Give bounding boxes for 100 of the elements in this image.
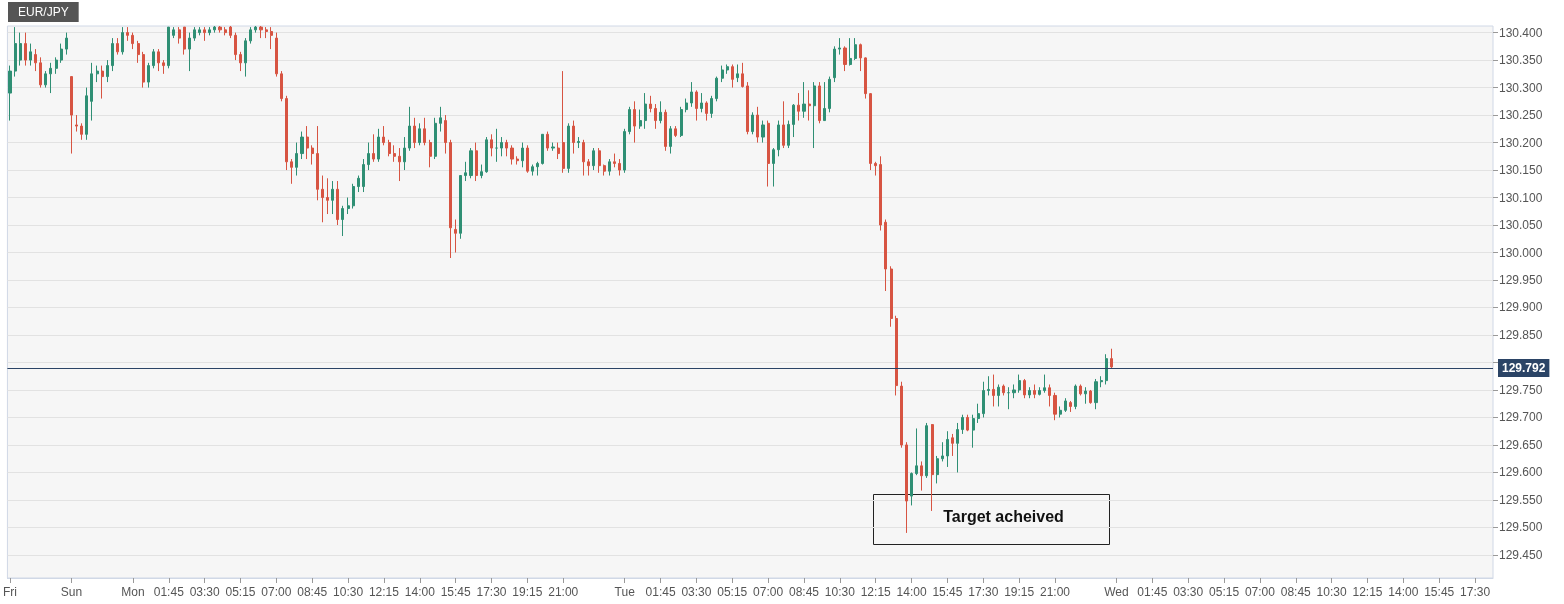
candlestick [306,125,309,160]
x-tick-label: 08:45 [1280,585,1312,599]
candlestick [516,155,519,166]
candlestick [90,62,93,122]
candlestick [326,177,329,215]
candlestick [628,106,631,135]
candlestick [49,62,52,94]
candlestick [925,422,928,479]
candlestick [982,381,985,418]
x-tick-label: 12:15 [860,585,892,599]
candlestick [203,26,206,42]
candlestick [972,414,975,449]
x-tick-label: 07:00 [1244,585,1276,599]
candlestick [372,133,375,163]
candlestick [510,144,514,166]
candlestick [859,43,862,72]
y-tick-label: 129.650 [1499,437,1543,452]
y-tick-label: 129.600 [1499,465,1543,480]
x-tick-label: 01:45 [1137,585,1168,599]
candlestick [613,153,616,168]
candlestick [849,37,852,67]
x-tick-label: 01:45 [153,585,185,599]
candlestick [259,25,263,39]
candlestick [961,414,964,435]
candlestick [485,136,488,174]
x-tick-label: Mon [121,585,145,599]
x-tick-label: 03:30 [189,585,220,599]
candlestick [459,175,462,240]
candlestick [669,125,672,155]
candlestick [1053,392,1057,421]
candlestick [680,106,683,138]
candlestick [741,62,744,89]
candlestick [1018,374,1021,394]
candlestick [341,205,344,237]
candlestick [469,147,473,179]
candlestick [357,175,360,193]
candlestick [121,26,124,56]
x-tick-label: 08:45 [297,585,328,599]
candlestick [213,25,216,34]
candlestick [1048,383,1051,407]
candlestick [39,56,42,89]
candlestick [285,95,288,171]
x-tick-label: 03:30 [1173,585,1204,599]
candlestick [828,76,831,113]
x-tick-label: Tue [614,585,636,599]
candlestick [572,120,575,155]
candlestick [884,219,887,292]
candlestick [997,383,1000,407]
x-tick-label: 17:30 [968,585,999,599]
y-tick-label: 130.150 [1499,163,1543,178]
candlestick [864,56,867,100]
candlestick [183,26,186,56]
x-tick-label: 14:00 [896,585,927,599]
candlestick [254,25,257,34]
candlestick [1023,378,1026,399]
y-tick-label: 129.900 [1499,300,1543,315]
candlestick [1002,383,1005,396]
candlestick [239,51,242,72]
candlestick [562,70,565,174]
candlestick [403,136,406,171]
candlestick [756,106,759,144]
x-tick-label: 12:15 [1352,585,1383,599]
x-tick-label: Fri [2,585,17,599]
candlestick [797,92,800,122]
candlestick [280,70,283,102]
candlestick [80,122,83,141]
candlestick [736,63,739,83]
candlestick [802,81,806,119]
candlestick [838,37,841,56]
candlestick [336,180,339,226]
y-tick-label: 130.250 [1499,108,1543,123]
candlestick [505,139,508,157]
candlestick [654,103,657,130]
candlestick [618,158,621,177]
candlestick [1028,386,1031,399]
candlestick [920,460,923,492]
candlestick [649,95,652,113]
x-tick-label: 21:00 [548,585,579,599]
candlestick [772,147,775,188]
candlestick [787,120,790,149]
candlestick [449,139,452,259]
candlestick [587,158,590,177]
candlestick [413,117,416,149]
candlestick [731,63,734,89]
x-tick-label: 19:15 [512,585,543,599]
candlestick [710,95,713,119]
x-tick-label: 05:15 [225,585,256,599]
x-tick-label: 12:15 [368,585,400,599]
candlestick [966,414,969,432]
x-tick-label: 05:15 [1209,585,1240,599]
candlestick [500,136,503,157]
candlestick [1007,386,1010,410]
candlestick [152,48,155,69]
candlestick [172,26,175,39]
candlestick [956,422,959,473]
annotation: Target acheived [943,508,1064,525]
x-tick-label: 10:30 [333,585,364,599]
candlestick [60,43,63,64]
candlestick [55,56,58,75]
x-tick-label: Wed [1104,585,1129,599]
